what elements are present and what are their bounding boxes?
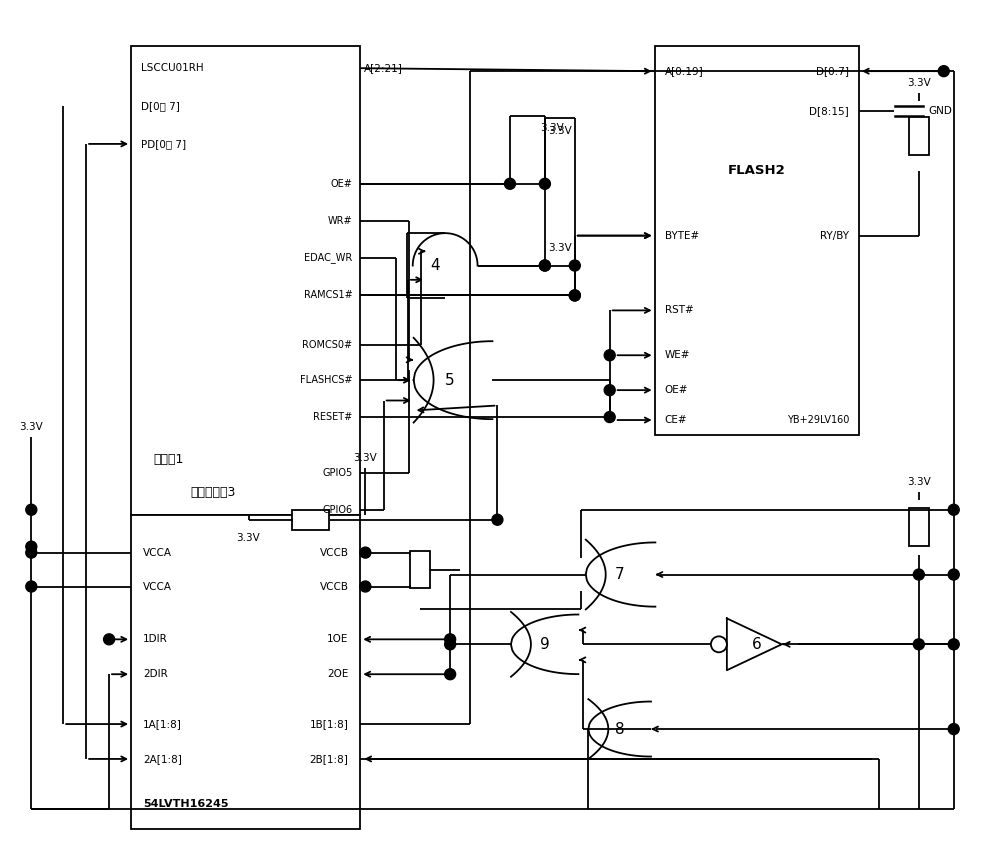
Text: 1B[1:8]: 1B[1:8] xyxy=(310,719,348,729)
Text: 3.3V: 3.3V xyxy=(540,123,564,133)
Circle shape xyxy=(445,639,456,650)
Text: A[2:21]: A[2:21] xyxy=(364,63,403,74)
Circle shape xyxy=(26,541,37,552)
Text: 3.3V: 3.3V xyxy=(236,533,259,542)
Text: 3.3V: 3.3V xyxy=(548,126,572,136)
Circle shape xyxy=(539,178,550,189)
Text: 9: 9 xyxy=(540,637,550,652)
Text: 54LVTH16245: 54LVTH16245 xyxy=(143,798,228,809)
Circle shape xyxy=(26,581,37,592)
Text: 总线驱动器3: 总线驱动器3 xyxy=(191,486,236,499)
Circle shape xyxy=(360,548,371,558)
Circle shape xyxy=(569,290,580,301)
Text: OE#: OE# xyxy=(665,385,688,395)
Circle shape xyxy=(604,385,615,395)
Text: D[8:15]: D[8:15] xyxy=(809,106,849,116)
Text: RESET#: RESET# xyxy=(313,412,352,422)
Circle shape xyxy=(26,504,37,516)
Bar xyxy=(909,117,929,155)
Text: 1OE: 1OE xyxy=(327,634,348,644)
Text: 8: 8 xyxy=(615,721,624,736)
Text: 2OE: 2OE xyxy=(327,670,348,679)
Text: 5: 5 xyxy=(445,373,455,388)
Text: PD[0； 7]: PD[0； 7] xyxy=(141,139,186,149)
Text: VCCA: VCCA xyxy=(143,548,172,558)
Text: GPIO6: GPIO6 xyxy=(322,505,352,515)
Circle shape xyxy=(445,634,456,644)
Text: WE#: WE# xyxy=(665,350,690,360)
Text: D[0:7]: D[0:7] xyxy=(816,66,849,76)
Circle shape xyxy=(539,260,550,271)
Circle shape xyxy=(948,723,959,734)
Bar xyxy=(909,509,929,546)
Text: BYTE#: BYTE# xyxy=(665,231,699,240)
Text: GND: GND xyxy=(929,106,953,116)
Circle shape xyxy=(948,639,959,650)
Circle shape xyxy=(938,66,949,77)
Text: ROMCS0#: ROMCS0# xyxy=(302,340,352,350)
Text: RY/BY: RY/BY xyxy=(820,231,849,240)
Text: A[0:19]: A[0:19] xyxy=(665,66,703,76)
Text: 2DIR: 2DIR xyxy=(143,670,168,679)
Circle shape xyxy=(948,569,959,580)
Text: 3.3V: 3.3V xyxy=(548,242,572,253)
Text: 6: 6 xyxy=(751,637,761,652)
Text: 3.3V: 3.3V xyxy=(19,422,43,432)
Text: VCCB: VCCB xyxy=(319,548,348,558)
Circle shape xyxy=(26,548,37,558)
Circle shape xyxy=(360,581,371,592)
Circle shape xyxy=(569,260,580,271)
Text: 1DIR: 1DIR xyxy=(143,634,168,644)
Bar xyxy=(655,46,859,435)
Text: 4: 4 xyxy=(430,258,439,273)
Text: EDAC_WR: EDAC_WR xyxy=(304,252,352,263)
Bar xyxy=(131,515,360,829)
Bar xyxy=(131,46,360,515)
Text: WR#: WR# xyxy=(328,215,352,226)
Text: FLASH2: FLASH2 xyxy=(728,164,786,177)
Text: 2B[1:8]: 2B[1:8] xyxy=(310,754,348,764)
Circle shape xyxy=(604,412,615,422)
Text: YB+29LV160: YB+29LV160 xyxy=(787,415,849,425)
Circle shape xyxy=(445,669,456,680)
Circle shape xyxy=(539,260,550,271)
Text: 7: 7 xyxy=(615,567,624,582)
Text: VCCB: VCCB xyxy=(319,581,348,592)
Text: LSCCU01RH: LSCCU01RH xyxy=(141,63,204,74)
Text: 3.3V: 3.3V xyxy=(354,453,377,463)
Circle shape xyxy=(711,637,727,652)
Text: VCCA: VCCA xyxy=(143,581,172,592)
Text: 2A[1:8]: 2A[1:8] xyxy=(143,754,182,764)
Text: 处理器1: 处理器1 xyxy=(153,453,183,466)
Bar xyxy=(292,509,329,529)
Circle shape xyxy=(604,349,615,361)
Text: 1A[1:8]: 1A[1:8] xyxy=(143,719,182,729)
Text: RST#: RST# xyxy=(665,305,693,316)
Text: D[0； 7]: D[0； 7] xyxy=(141,101,180,111)
Circle shape xyxy=(504,178,515,189)
Circle shape xyxy=(913,639,924,650)
Text: FLASHCS#: FLASHCS# xyxy=(300,375,352,385)
Text: CE#: CE# xyxy=(665,415,687,425)
Circle shape xyxy=(913,569,924,580)
Circle shape xyxy=(104,634,115,644)
Circle shape xyxy=(569,290,580,301)
Text: RAMCS1#: RAMCS1# xyxy=(304,291,352,300)
Circle shape xyxy=(948,504,959,516)
Text: OE#: OE# xyxy=(331,179,352,189)
Bar xyxy=(410,551,430,588)
Circle shape xyxy=(492,514,503,525)
Text: 3.3V: 3.3V xyxy=(907,477,931,487)
Text: 3.3V: 3.3V xyxy=(907,78,931,88)
Text: GPIO5: GPIO5 xyxy=(322,468,352,477)
